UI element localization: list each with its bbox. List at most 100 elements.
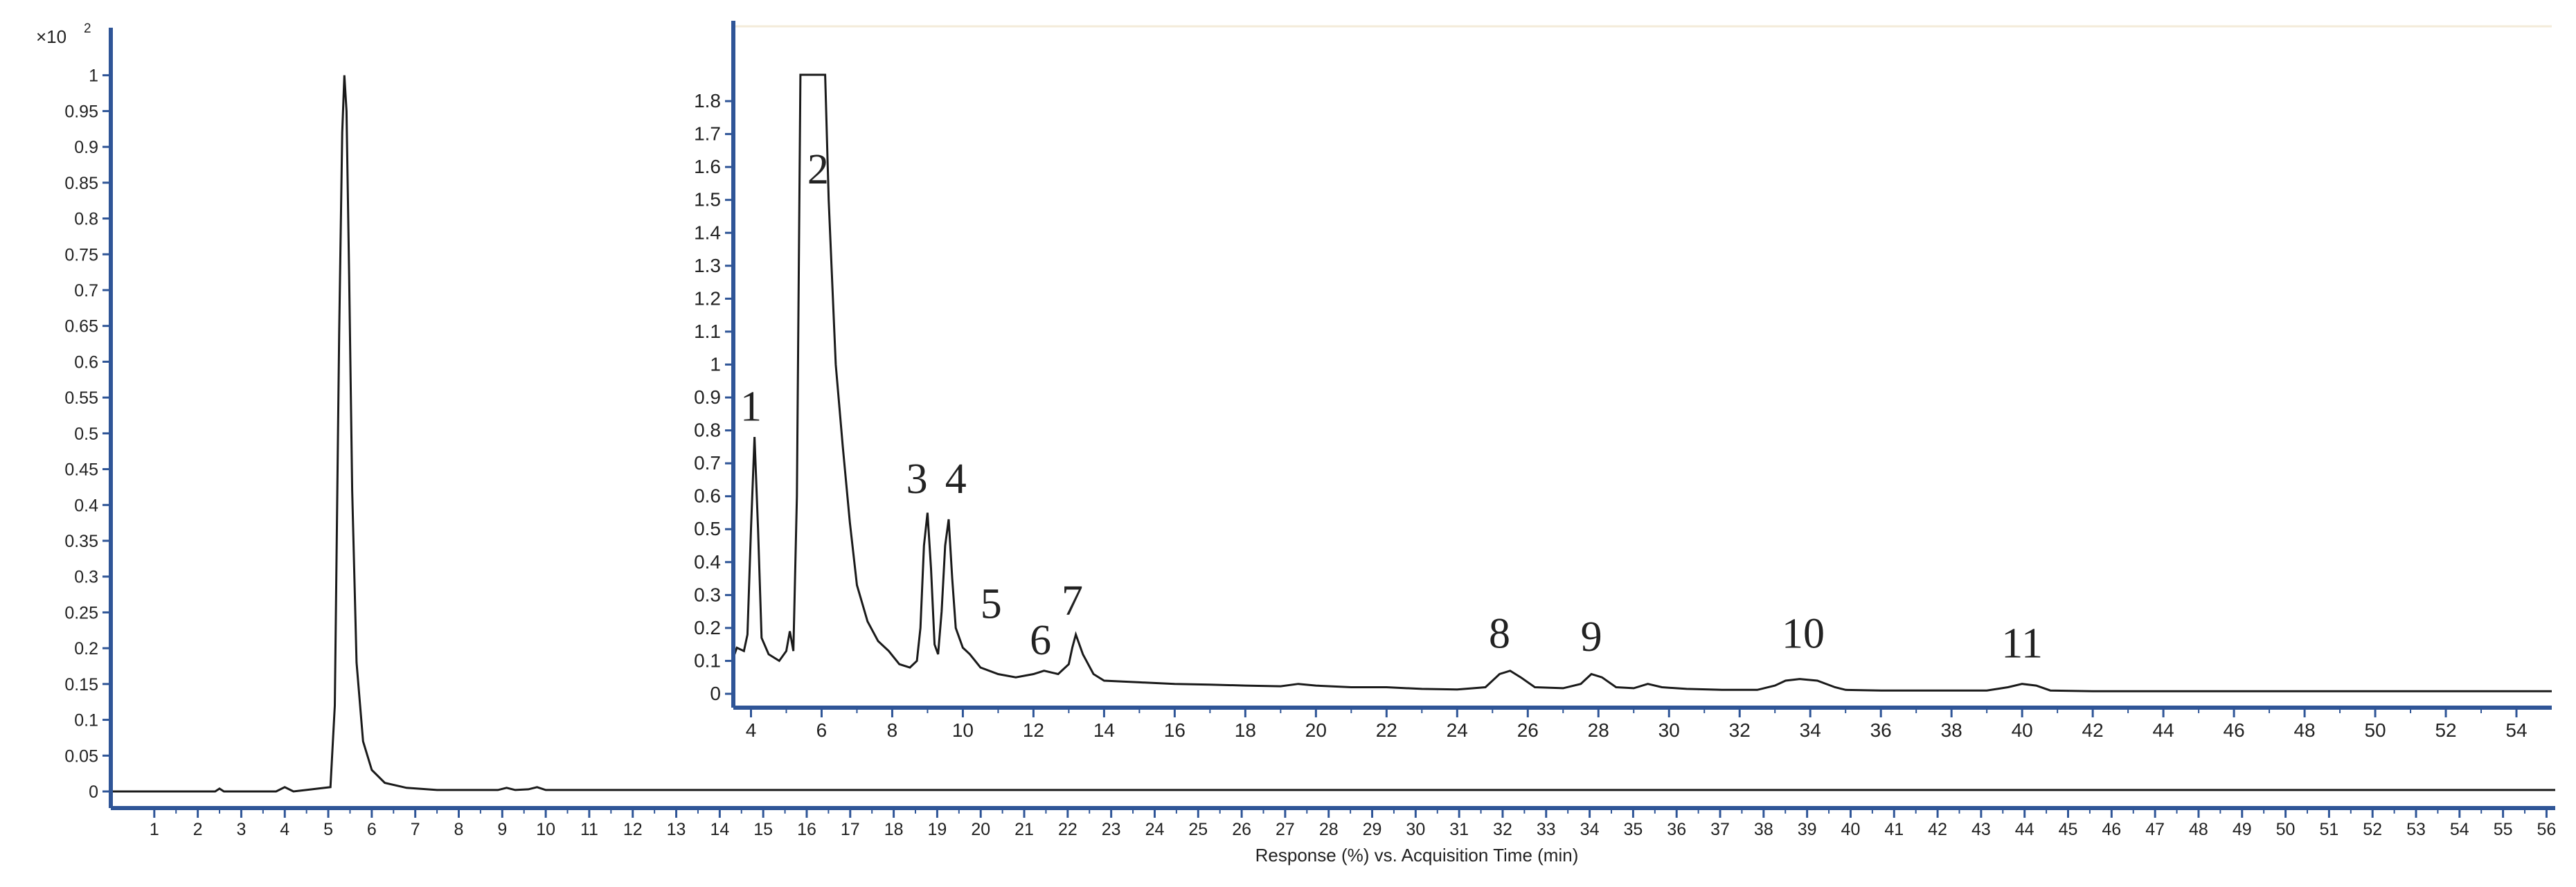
main-x-tick-label: 11 bbox=[580, 820, 598, 839]
inset-x-tick-label: 36 bbox=[1870, 719, 1892, 741]
inset-x-tick-label: 24 bbox=[1447, 719, 1468, 741]
main-x-tick-label: 9 bbox=[497, 820, 507, 839]
main-x-tick-label: 19 bbox=[928, 820, 947, 839]
main-x-tick-label: 24 bbox=[1145, 820, 1165, 839]
inset-x-tick-label: 34 bbox=[1800, 719, 1821, 741]
inset-y-tick-label: 1.4 bbox=[694, 222, 721, 243]
inset-y-tick-label: 0.1 bbox=[694, 649, 721, 671]
main-x-tick-label: 41 bbox=[1884, 820, 1904, 839]
main-x-tick-label: 53 bbox=[2406, 820, 2426, 839]
main-x-tick-label: 6 bbox=[367, 820, 377, 839]
peak-label: 8 bbox=[1489, 610, 1510, 657]
main-x-tick-label: 36 bbox=[1667, 820, 1686, 839]
main-x-tick-label: 13 bbox=[667, 820, 686, 839]
main-x-tick-label: 48 bbox=[2189, 820, 2208, 839]
main-x-tick-label: 50 bbox=[2276, 820, 2296, 839]
peak-label: 11 bbox=[2001, 620, 2043, 668]
main-y-tick-label: 0.65 bbox=[64, 317, 98, 337]
inset-y-tick-label: 0.7 bbox=[694, 452, 721, 474]
main-x-tick-label: 37 bbox=[1710, 820, 1730, 839]
main-x-tick-label: 8 bbox=[454, 820, 464, 839]
inset-x-tick-label: 20 bbox=[1305, 719, 1327, 741]
main-x-tick-label: 1 bbox=[150, 820, 159, 839]
main-y-tick-label: 0.35 bbox=[64, 532, 98, 551]
main-chromatogram-trace bbox=[111, 75, 2555, 793]
inset-x-tick-label: 10 bbox=[952, 719, 974, 741]
main-x-tick-label: 45 bbox=[2059, 820, 2078, 839]
main-x-tick-label: 33 bbox=[1537, 820, 1556, 839]
main-x-tick-label: 5 bbox=[323, 820, 333, 839]
main-x-tick-label: 12 bbox=[623, 820, 643, 839]
main-x-tick-label: 28 bbox=[1319, 820, 1339, 839]
main-y-tick-label: 0 bbox=[89, 782, 98, 802]
inset-x-tick-label: 14 bbox=[1093, 719, 1115, 741]
inset-plot: 0 0.1 0.2 0.3 0.4 0.5 0.6 0.7 0.8 0.9 1 1.1 1.2 1.3 1.… bbox=[694, 21, 2552, 741]
main-y-tick-label: 0.5 bbox=[74, 424, 98, 444]
main-y-tick-label: 0.45 bbox=[64, 460, 98, 480]
main-y-tick-label: 0.6 bbox=[74, 352, 98, 372]
x-axis-label: Response (%) vs. Acquisition Time (min) bbox=[1255, 845, 1579, 866]
inset-y-tick-label: 1.1 bbox=[694, 321, 721, 342]
inset-x-tick-label: 18 bbox=[1235, 719, 1256, 741]
main-x-tick-label: 51 bbox=[2319, 820, 2338, 839]
inset-y-tick-label: 1.7 bbox=[694, 123, 721, 145]
main-x-tick-label: 34 bbox=[1580, 820, 1600, 839]
inset-x-tick-label: 22 bbox=[1376, 719, 1397, 741]
inset-x-tick-label: 28 bbox=[1588, 719, 1609, 741]
main-x-tick-label: 38 bbox=[1754, 820, 1773, 839]
main-x-tick-label: 49 bbox=[2233, 820, 2252, 839]
inset-y-tick-label: 1.3 bbox=[694, 255, 721, 276]
main-x-tick-label: 40 bbox=[1841, 820, 1861, 839]
y-multiplier-exponent: 2 bbox=[84, 21, 91, 36]
main-x-tick-label: 21 bbox=[1014, 820, 1034, 839]
inset-x-tick-label: 16 bbox=[1164, 719, 1186, 741]
peak-label: 9 bbox=[1581, 613, 1602, 661]
main-x-tick-label: 20 bbox=[971, 820, 990, 839]
main-y-tick-label: 0.4 bbox=[74, 496, 98, 515]
main-y-tick-label: 0.85 bbox=[64, 174, 98, 193]
main-x-tick-label: 35 bbox=[1623, 820, 1643, 839]
main-x-tick-label: 7 bbox=[411, 820, 420, 839]
main-x-tick-label: 29 bbox=[1363, 820, 1382, 839]
inset-y-tick-label: 0.3 bbox=[694, 584, 721, 605]
inset-y-tick-label: 1.5 bbox=[694, 189, 721, 210]
main-y-tick-label: 0.15 bbox=[64, 675, 98, 695]
main-x-tick-label: 54 bbox=[2450, 820, 2469, 839]
main-x-tick-label: 55 bbox=[2494, 820, 2513, 839]
main-x-tick-label: 52 bbox=[2363, 820, 2382, 839]
main-x-tick-label: 32 bbox=[1493, 820, 1512, 839]
main-axis-ticks: 00.050.10.150.20.250.30.350.40.450.50.55… bbox=[64, 66, 2556, 839]
inset-y-tick-label: 0.4 bbox=[694, 551, 721, 573]
peak-label: 2 bbox=[807, 146, 829, 193]
main-plot: 00.050.10.150.20.250.30.350.40.450.50.55… bbox=[36, 21, 2556, 866]
main-x-tick-label: 27 bbox=[1276, 820, 1295, 839]
inset-y-tick-label: 0.8 bbox=[694, 420, 721, 441]
main-x-tick-label: 31 bbox=[1449, 820, 1469, 839]
inset-y-tick-label: 1.2 bbox=[694, 287, 721, 309]
peak-annotations: 1 2 3 4 567 8 9 10 11 bbox=[740, 146, 2043, 668]
main-x-tick-label: 3 bbox=[236, 820, 246, 839]
main-x-tick-label: 25 bbox=[1188, 820, 1208, 839]
inset-x-tick-label: 8 bbox=[887, 719, 898, 741]
inset-x-tick-label: 26 bbox=[1517, 719, 1539, 741]
main-x-tick-label: 26 bbox=[1232, 820, 1251, 839]
main-y-tick-label: 0.8 bbox=[74, 210, 98, 229]
main-y-tick-label: 0.1 bbox=[74, 711, 98, 731]
main-x-tick-label: 18 bbox=[884, 820, 904, 839]
main-x-tick-label: 23 bbox=[1102, 820, 1121, 839]
inset-y-tick-label: 1.8 bbox=[694, 90, 721, 111]
inset-x-tick-label: 50 bbox=[2364, 719, 2386, 741]
main-x-tick-label: 42 bbox=[1928, 820, 1947, 839]
main-x-tick-label: 17 bbox=[841, 820, 860, 839]
peak-label: 4 bbox=[945, 456, 967, 503]
inset-y-tick-label: 1.6 bbox=[694, 156, 721, 177]
inset-x-tick-label: 12 bbox=[1023, 719, 1044, 741]
main-x-tick-label: 46 bbox=[2102, 820, 2121, 839]
main-x-tick-label: 39 bbox=[1798, 820, 1817, 839]
main-x-tick-label: 56 bbox=[2537, 820, 2557, 839]
inset-x-tick-label: 46 bbox=[2224, 719, 2245, 741]
peak-label: 6 bbox=[1030, 617, 1051, 664]
main-y-tick-label: 0.05 bbox=[64, 746, 98, 766]
main-x-tick-label: 47 bbox=[2145, 820, 2165, 839]
inset-x-tick-label: 40 bbox=[2012, 719, 2033, 741]
